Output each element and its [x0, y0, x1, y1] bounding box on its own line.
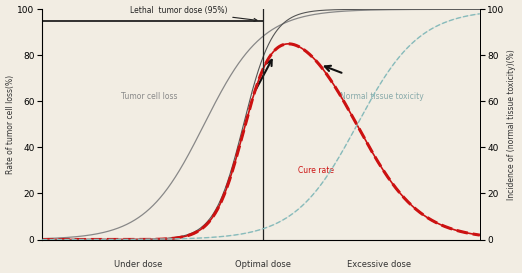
Text: Optimal dose: Optimal dose [235, 260, 291, 269]
Text: Cure rate: Cure rate [298, 166, 334, 175]
Text: Normal tissue toxicity: Normal tissue toxicity [340, 92, 423, 101]
Y-axis label: Rate of tumor cell loss(%): Rate of tumor cell loss(%) [6, 75, 15, 174]
Text: Excessive dose: Excessive dose [347, 260, 411, 269]
Text: Lethal  tumor dose (95%): Lethal tumor dose (95%) [130, 6, 257, 22]
Text: Under dose: Under dose [114, 260, 163, 269]
Text: Tumor cell loss: Tumor cell loss [121, 92, 177, 101]
Y-axis label: Incidence of (normal tissue toxicity)(%): Incidence of (normal tissue toxicity)(%) [507, 49, 516, 200]
